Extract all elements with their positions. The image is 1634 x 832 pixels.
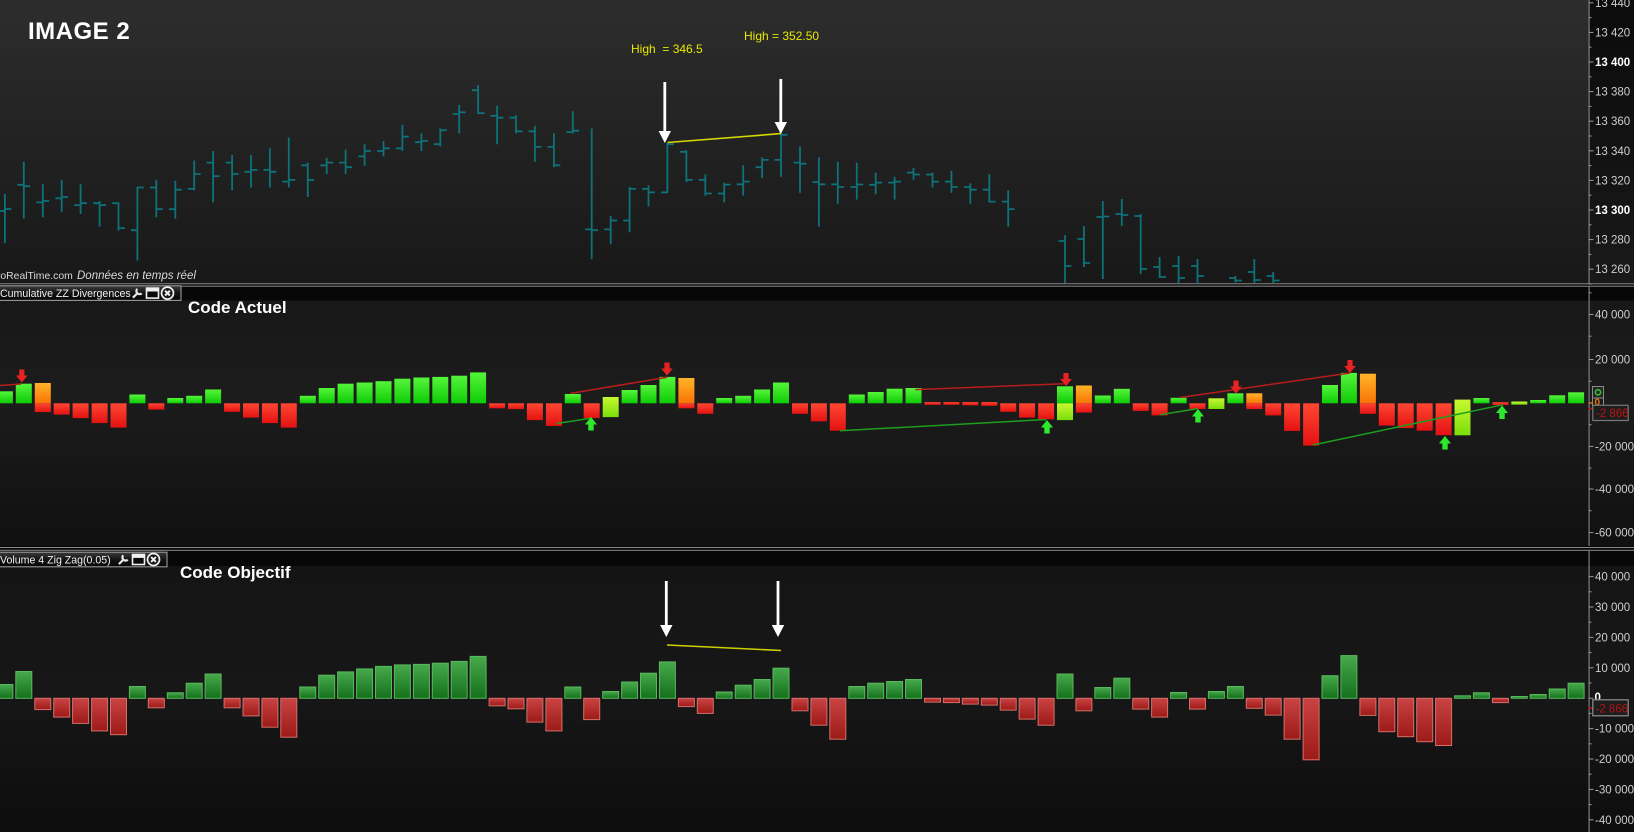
svg-text:13 360: 13 360 [1595,116,1630,128]
svg-text:High = 346.5: High = 346.5 [631,42,703,56]
svg-text:-20 000: -20 000 [1595,441,1634,453]
svg-text:13 400: 13 400 [1595,57,1630,69]
svg-text:13 440: 13 440 [1595,0,1630,10]
svg-text:13 300: 13 300 [1595,205,1630,217]
svg-text:-40 000: -40 000 [1595,484,1634,496]
svg-text:13 420: 13 420 [1595,27,1630,39]
svg-text:40 000: 40 000 [1595,310,1630,322]
svg-text:Code Actuel: Code Actuel [188,298,287,317]
svg-text:-10 000: -10 000 [1595,724,1634,736]
svg-text:-2 866: -2 866 [1596,703,1629,715]
svg-text:30 000: 30 000 [1595,602,1630,614]
svg-text:-2 866: -2 866 [1596,408,1629,420]
svg-text:20 000: 20 000 [1595,355,1630,367]
svg-text:-60 000: -60 000 [1595,528,1634,540]
svg-text:20 000: 20 000 [1595,632,1630,644]
svg-text:Volume 4 Zig Zag(0.05): Volume 4 Zig Zag(0.05) [0,554,111,566]
svg-text:13 320: 13 320 [1595,175,1630,187]
svg-text:13 380: 13 380 [1595,87,1630,99]
svg-text:Cumulative ZZ Divergences: Cumulative ZZ Divergences [0,288,131,300]
svg-text:0: 0 [1595,692,1601,704]
svg-text:ProRealTime.com: ProRealTime.com [0,271,73,282]
svg-text:13 280: 13 280 [1595,235,1630,247]
svg-text:13 260: 13 260 [1595,264,1630,276]
svg-text:-30 000: -30 000 [1595,784,1634,796]
svg-text:10 000: 10 000 [1595,663,1630,675]
svg-text:Code Objectif: Code Objectif [180,563,291,582]
svg-text:-40 000: -40 000 [1595,815,1634,827]
svg-text:40 000: 40 000 [1595,572,1630,584]
svg-text:-20 000: -20 000 [1595,754,1634,766]
svg-text:0: 0 [1595,398,1601,409]
svg-text:High = 352.50: High = 352.50 [744,29,819,43]
svg-text:Données en temps réel: Données en temps réel [77,270,196,282]
svg-text:IMAGE 2: IMAGE 2 [28,18,130,45]
svg-text:13 340: 13 340 [1595,146,1630,158]
